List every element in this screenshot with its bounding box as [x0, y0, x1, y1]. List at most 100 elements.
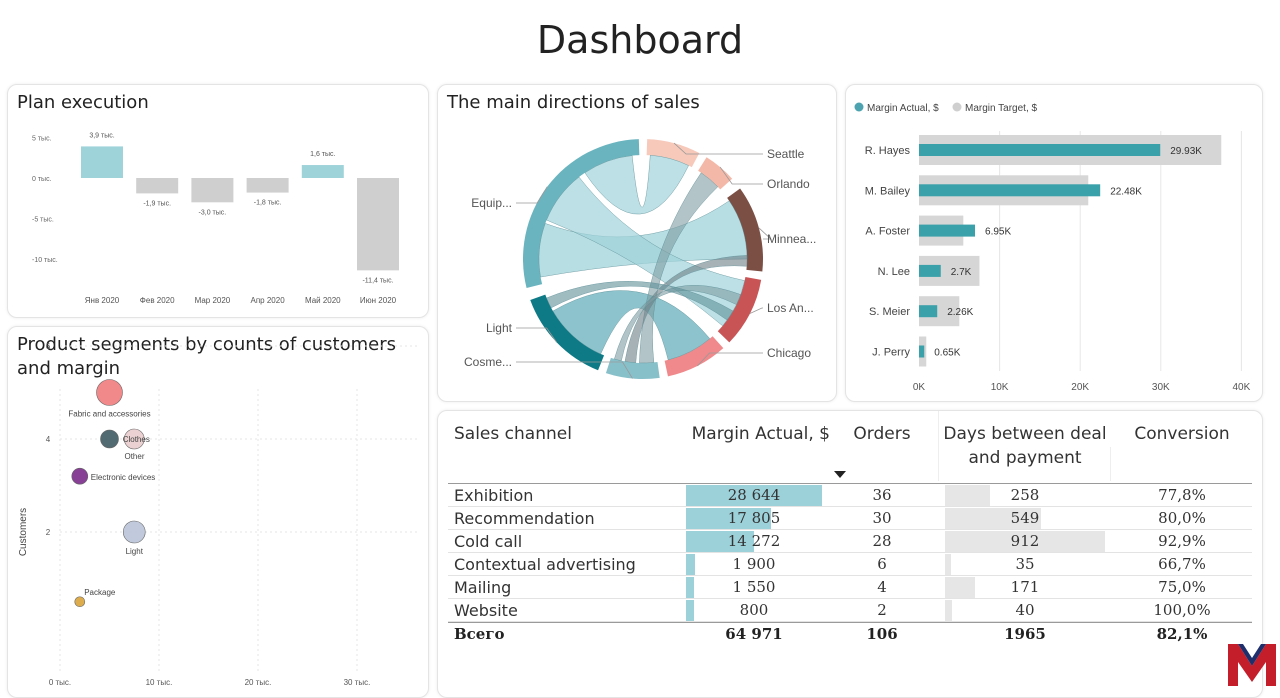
leader-line	[697, 352, 763, 367]
margin-by-manager-chart: Margin Actual, $ Margin Target, $ 0K 10K 20K…	[854, 102, 1251, 393]
margin-databar	[686, 485, 822, 506]
category-label: N. Lee	[878, 266, 910, 278]
actual-bar	[919, 345, 925, 358]
leader-line	[719, 166, 763, 185]
orders-cell: 4	[877, 578, 887, 596]
data-label: -11,4 тыс.	[362, 277, 393, 284]
col-header-margin[interactable]: Margin Actual, $	[691, 424, 830, 444]
total-conversion: 82,1%	[1156, 625, 1208, 643]
total-margin: 64 971	[725, 625, 783, 643]
segment-chicago	[664, 336, 724, 377]
plan-execution-card: Plan execution 5 тыс. 0 тыс. -5 тыс. -10 ты…	[7, 84, 429, 318]
data-label: 2.26K	[947, 307, 973, 318]
days-cell: 549	[1010, 509, 1040, 527]
x-tick-label: 30K	[1152, 382, 1170, 393]
col-header-orders[interactable]: Orders	[853, 424, 911, 444]
leader-line	[673, 142, 763, 155]
x-tick-label: 40K	[1233, 382, 1251, 393]
data-label: 6.95K	[985, 227, 1011, 238]
scatter-point	[123, 428, 145, 450]
sort-desc-icon[interactable]	[834, 471, 846, 478]
category-label: R. Hayes	[865, 145, 911, 157]
bar	[357, 178, 399, 271]
row-divider	[448, 598, 1252, 599]
product-segments-title: Product segments by counts of customers …	[17, 334, 397, 379]
y-tick-label: -10 тыс.	[32, 257, 58, 264]
y-tick-label: -5 тыс.	[32, 217, 54, 224]
scatter-point	[122, 520, 146, 544]
x-tick-label: 20 тыс.	[245, 678, 272, 687]
legend-marker-target	[952, 102, 962, 112]
sales-directions-chord: Seattle Orlando Minnea... Los An... Chicago C…	[464, 139, 816, 379]
column-divider	[938, 411, 939, 481]
days-cell: 171	[1010, 578, 1040, 596]
category-label: J. Perry	[872, 347, 910, 359]
margin-cell: 800	[739, 601, 769, 619]
col-header-channel[interactable]: Sales channel	[454, 424, 572, 444]
data-label: 1,6 тыс.	[310, 151, 335, 158]
y-tick-label: 5 тыс.	[32, 136, 52, 143]
orders-cell: 36	[872, 486, 892, 504]
actual-bar	[919, 305, 938, 318]
point-label: Light	[126, 547, 144, 556]
channel-cell: Mailing	[454, 578, 512, 597]
margin-databar	[686, 531, 754, 552]
scatter-point	[74, 596, 86, 608]
margin-cell: 17 805	[727, 509, 781, 527]
node-label: Chicago	[767, 346, 811, 360]
node-label: Light	[486, 321, 513, 335]
y-tick-label: 2	[46, 528, 51, 537]
chord-ribbon	[584, 155, 689, 215]
scatter-point	[100, 429, 119, 449]
orders-cell: 2	[877, 601, 887, 619]
data-label: -1,8 тыс.	[254, 200, 282, 207]
x-tick-label: Апр 2020	[251, 296, 286, 305]
bar	[81, 146, 123, 178]
conversion-cell: 100,0%	[1153, 601, 1211, 619]
point-label: Other	[124, 452, 144, 461]
leader-line	[516, 186, 548, 204]
margin-cell: 1 550	[732, 578, 776, 596]
bar	[136, 178, 179, 194]
y-axis-label: Customers	[18, 508, 29, 556]
y-tick-label: 0 тыс.	[32, 176, 52, 183]
x-tick-label: 0K	[913, 382, 926, 393]
segment-equipment	[523, 139, 640, 289]
col-header-days[interactable]: Days between deal and payment	[943, 424, 1107, 468]
legend-label: Margin Actual, $	[867, 103, 939, 114]
column-divider	[1110, 447, 1111, 481]
conversion-cell: 66,7%	[1158, 555, 1206, 573]
channel-cell: Cold call	[454, 532, 523, 551]
node-label: Minnea...	[767, 232, 816, 246]
days-databar	[945, 531, 1105, 552]
total-orders: 106	[866, 625, 898, 643]
x-tick-label: 20K	[1071, 382, 1089, 393]
x-tick-label: Фев 2020	[140, 296, 175, 305]
bar	[246, 178, 289, 193]
y-tick-label: 4	[46, 435, 51, 444]
sales-channel-table-card: Sales channel Margin Actual, $ Orders Da…	[437, 410, 1263, 698]
days-cell: 40	[1015, 601, 1035, 619]
days-cell: 35	[1015, 555, 1035, 573]
conversion-cell: 80,0%	[1158, 509, 1206, 527]
col-header-conversion[interactable]: Conversion	[1134, 424, 1230, 444]
row-divider	[448, 529, 1252, 530]
total-days: 1965	[1004, 625, 1046, 643]
days-databar	[945, 508, 1042, 529]
data-label: 0.65K	[934, 348, 960, 359]
days-cell: 258	[1010, 486, 1040, 504]
chord-ribbon	[546, 281, 734, 321]
point-label: Clothes	[123, 435, 150, 444]
conversion-cell: 92,9%	[1158, 532, 1206, 550]
leader-line	[516, 361, 633, 379]
sales-channel-table: Sales channel Margin Actual, $ Orders Da…	[438, 411, 1262, 697]
x-tick-label: Июн 2020	[360, 296, 397, 305]
conversion-cell: 77,8%	[1158, 486, 1206, 504]
channel-cell: Contextual advertising	[454, 555, 636, 574]
conversion-cell: 75,0%	[1158, 578, 1206, 596]
plan-execution-title: Plan execution	[17, 92, 149, 113]
bar	[301, 165, 344, 178]
channel-cell: Exhibition	[454, 486, 534, 505]
actual-bar	[919, 144, 1161, 156]
sales-directions-title: The main directions of sales	[447, 92, 700, 113]
